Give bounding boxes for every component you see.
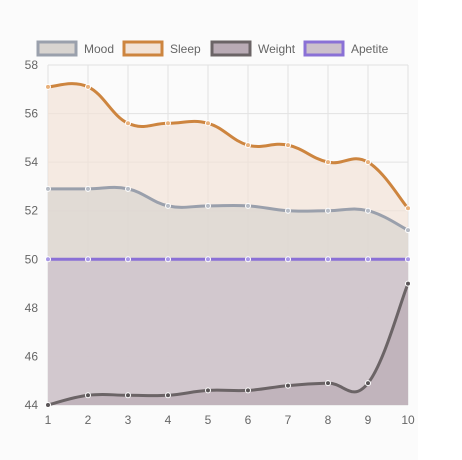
areas <box>48 83 408 405</box>
point-apetite-6[interactable] <box>245 256 251 263</box>
legend[interactable]: Mood Sleep Weight Apetite <box>36 40 389 57</box>
point-weight-3[interactable] <box>125 392 131 399</box>
area-apetite <box>48 259 408 405</box>
y-tick-label: 56 <box>25 107 39 121</box>
point-mood-1[interactable] <box>45 185 51 192</box>
x-tick-label: 1 <box>45 413 52 427</box>
point-sleep-7[interactable] <box>285 142 291 149</box>
x-tick-label: 6 <box>245 413 252 427</box>
point-weight-10[interactable] <box>405 280 411 287</box>
point-mood-5[interactable] <box>205 202 211 209</box>
point-weight-7[interactable] <box>285 382 291 389</box>
point-mood-8[interactable] <box>325 207 331 214</box>
point-apetite-1[interactable] <box>45 256 51 263</box>
point-sleep-1[interactable] <box>45 83 51 90</box>
point-weight-1[interactable] <box>45 402 51 408</box>
point-mood-7[interactable] <box>285 207 291 214</box>
point-apetite-4[interactable] <box>165 256 171 263</box>
point-weight-8[interactable] <box>325 380 331 387</box>
x-tick-label: 9 <box>365 413 372 427</box>
x-tick-label: 2 <box>85 413 92 427</box>
x-tick-label: 4 <box>165 413 172 427</box>
legend-item-mood[interactable]: Mood <box>36 40 114 57</box>
point-weight-5[interactable] <box>205 387 211 394</box>
line-sleep <box>47 82 410 210</box>
area-weight <box>48 283 408 405</box>
y-tick-label: 50 <box>25 252 39 266</box>
point-apetite-10[interactable] <box>405 256 411 263</box>
chart-container: 44 46 48 50 52 54 56 58 1 2 3 4 5 6 7 8 9 10 Mood Sleep Wei… <box>24 40 415 427</box>
legend-swatch-mood <box>36 40 78 57</box>
y-tick-label: 58 <box>25 58 39 72</box>
legend-item-sleep[interactable]: Sleep <box>122 40 201 57</box>
legend-item-weight[interactable]: Weight <box>210 40 296 57</box>
point-apetite-5[interactable] <box>205 256 211 263</box>
y-tick-label: 54 <box>25 155 39 169</box>
point-weight-2[interactable] <box>85 392 91 399</box>
legend-label-weight: Weight <box>258 42 296 56</box>
legend-swatch-weight <box>210 40 252 57</box>
x-tick-label: 7 <box>285 413 292 427</box>
point-sleep-4[interactable] <box>165 120 171 127</box>
point-sleep-9[interactable] <box>365 159 371 166</box>
y-tick-label: 46 <box>25 349 39 363</box>
x-tick-label: 3 <box>125 413 132 427</box>
point-mood-4[interactable] <box>165 202 171 209</box>
point-sleep-3[interactable] <box>125 120 131 127</box>
point-sleep-6[interactable] <box>245 142 251 149</box>
point-apetite-7[interactable] <box>285 256 291 263</box>
lines <box>47 82 410 407</box>
point-apetite-2[interactable] <box>85 256 91 263</box>
x-tick-label: 8 <box>325 413 332 427</box>
point-mood-9[interactable] <box>365 207 371 214</box>
point-sleep-10[interactable] <box>405 205 411 212</box>
point-sleep-2[interactable] <box>85 83 91 90</box>
legend-label-apetite: Apetite <box>351 42 389 56</box>
point-apetite-9[interactable] <box>365 256 371 263</box>
point-apetite-8[interactable] <box>325 256 331 263</box>
legend-label-mood: Mood <box>84 42 114 56</box>
point-weight-9[interactable] <box>365 380 371 387</box>
point-weight-6[interactable] <box>245 387 251 394</box>
y-tick-label: 48 <box>25 301 39 315</box>
line-weight <box>47 283 410 407</box>
legend-swatch-apetite <box>303 40 345 57</box>
x-tick-label: 10 <box>401 413 415 427</box>
point-mood-3[interactable] <box>125 185 131 192</box>
point-mood-2[interactable] <box>85 185 91 192</box>
points <box>45 83 411 408</box>
y-tick-label: 52 <box>25 204 39 218</box>
point-mood-6[interactable] <box>245 202 251 209</box>
legend-item-apetite[interactable]: Apetite <box>303 40 389 57</box>
legend-label-sleep: Sleep <box>170 42 201 56</box>
line-mood <box>48 185 409 232</box>
point-weight-4[interactable] <box>165 392 171 399</box>
point-apetite-3[interactable] <box>125 256 131 263</box>
x-tick-label: 5 <box>205 413 212 427</box>
point-sleep-5[interactable] <box>205 120 211 127</box>
legend-swatch-sleep <box>122 40 164 57</box>
point-sleep-8[interactable] <box>325 159 331 166</box>
point-mood-10[interactable] <box>405 227 411 234</box>
y-tick-label: 44 <box>25 398 39 412</box>
